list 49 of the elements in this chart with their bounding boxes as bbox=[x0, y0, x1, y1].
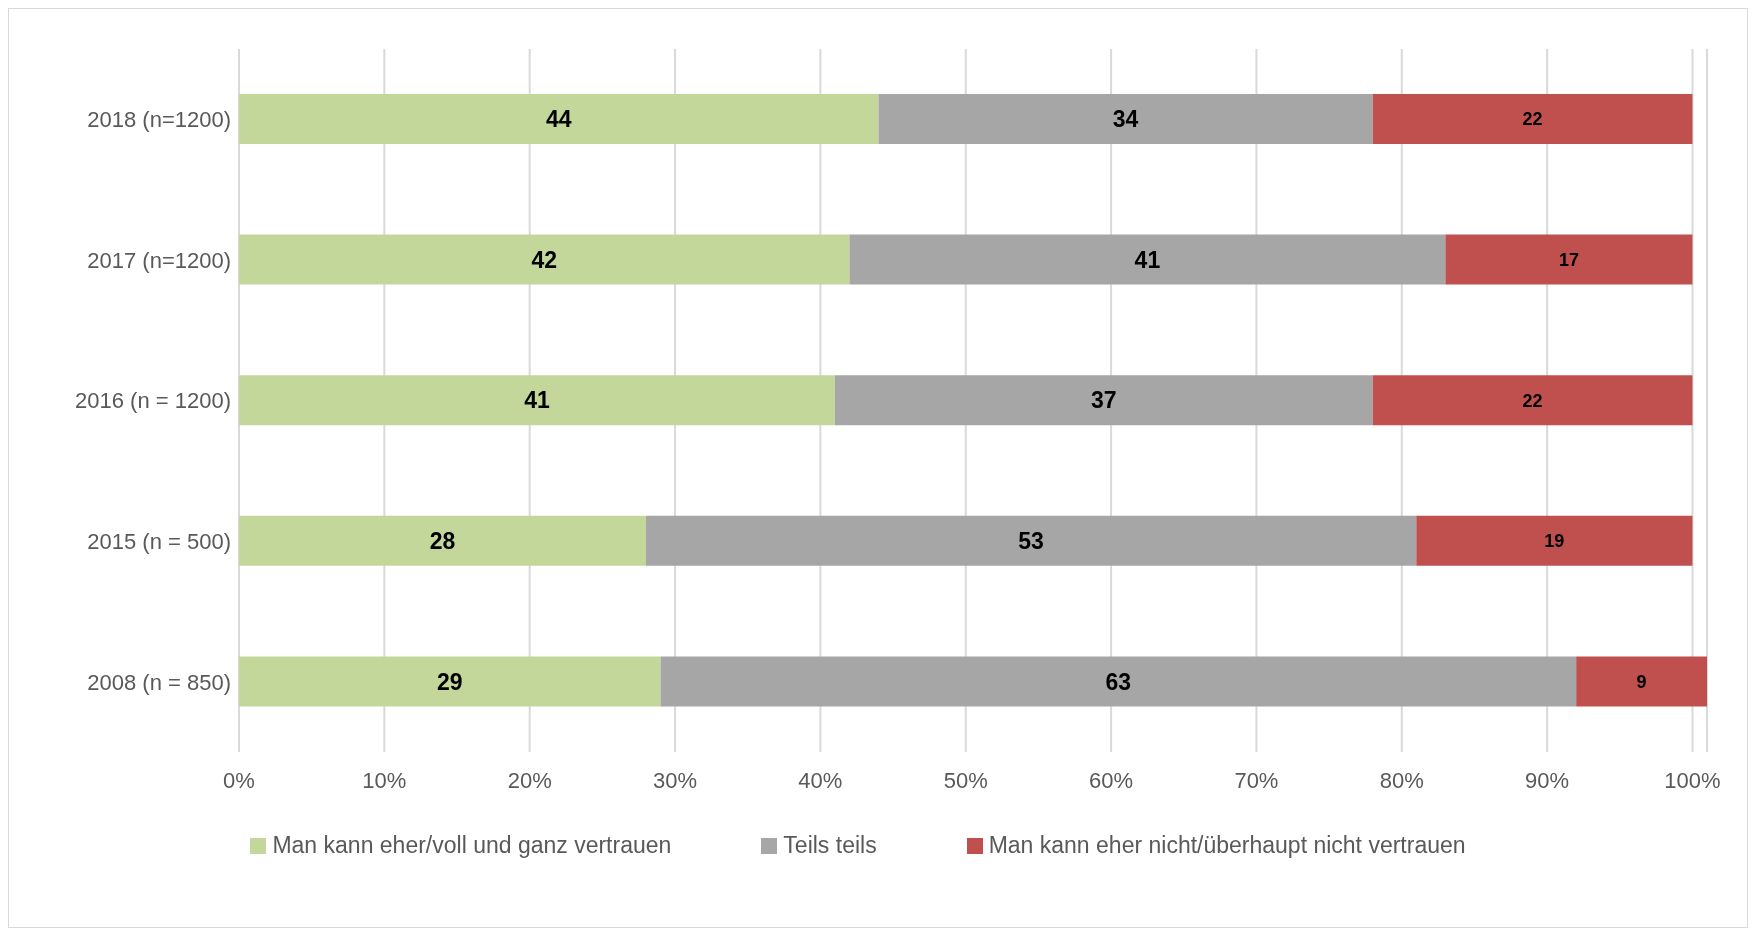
bar bbox=[1372, 375, 1693, 426]
data-label: 44 bbox=[545, 106, 572, 133]
x-tick-label: 60% bbox=[1089, 767, 1134, 793]
x-tick-label: 40% bbox=[798, 767, 843, 793]
data-label: 17 bbox=[1558, 249, 1579, 270]
legend-label: Teils teils bbox=[783, 832, 877, 859]
data-label: 41 bbox=[1134, 246, 1161, 273]
data-label: 22 bbox=[1522, 109, 1543, 130]
y-tick-label: 2018 (n=1200) bbox=[87, 107, 231, 133]
bar bbox=[239, 656, 661, 707]
x-tick-label: 100% bbox=[1664, 767, 1721, 793]
x-tick-label: 10% bbox=[362, 767, 407, 793]
data-label: 34 bbox=[1112, 106, 1139, 133]
bar bbox=[239, 234, 850, 285]
data-label: 37 bbox=[1091, 387, 1117, 414]
bar bbox=[239, 94, 879, 144]
x-tick-label: 90% bbox=[1525, 767, 1570, 793]
y-tick-label: 2008 (n = 850) bbox=[87, 669, 231, 695]
bar bbox=[849, 234, 1446, 285]
data-label: 53 bbox=[1018, 527, 1044, 554]
data-label: 9 bbox=[1636, 671, 1647, 692]
y-tick-label: 2015 (n = 500) bbox=[87, 528, 231, 554]
bar bbox=[239, 375, 835, 426]
x-tick-label: 70% bbox=[1234, 767, 1279, 793]
y-tick-label: 2017 (n=1200) bbox=[87, 247, 231, 273]
bar bbox=[239, 515, 646, 566]
data-label: 63 bbox=[1105, 668, 1132, 695]
data-label: 22 bbox=[1522, 390, 1543, 411]
bar bbox=[1372, 94, 1693, 144]
data-label: 28 bbox=[429, 527, 456, 554]
data-label: 29 bbox=[436, 668, 463, 695]
bar bbox=[878, 94, 1373, 144]
data-label: 19 bbox=[1544, 531, 1565, 552]
data-label: 42 bbox=[531, 246, 558, 273]
legend-label: Man kann eher/voll und ganz vertrauen bbox=[272, 832, 672, 859]
bar bbox=[1576, 656, 1707, 707]
bar bbox=[834, 375, 1373, 426]
bar bbox=[1416, 515, 1693, 566]
y-tick-label: 2016 (n = 1200) bbox=[75, 388, 231, 414]
data-label: 41 bbox=[524, 387, 550, 414]
bar bbox=[660, 656, 1577, 707]
x-tick-label: 20% bbox=[507, 767, 552, 793]
x-tick-label: 50% bbox=[943, 767, 988, 793]
bar bbox=[1445, 234, 1693, 285]
x-tick-label: 30% bbox=[653, 767, 698, 793]
legend-label: Man kann eher nicht/überhaupt nicht vertrauen bbox=[988, 832, 1466, 859]
x-tick-label: 80% bbox=[1379, 767, 1424, 793]
bar bbox=[645, 515, 1417, 566]
x-tick-label: 0% bbox=[223, 767, 255, 793]
